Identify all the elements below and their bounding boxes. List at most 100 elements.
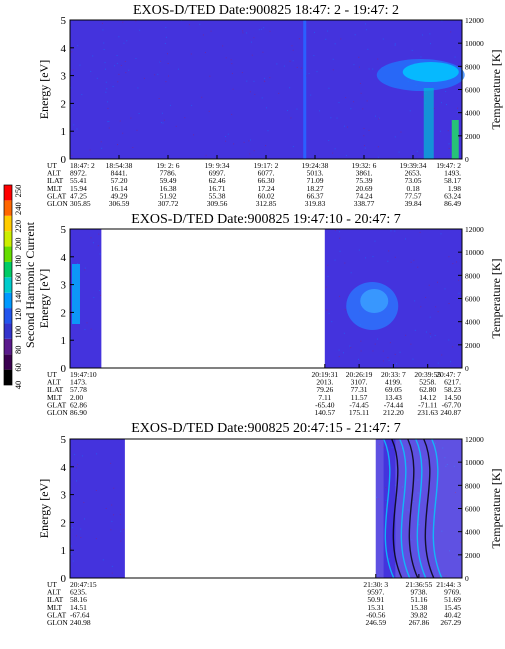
- ephemeris-value: 11.57: [351, 393, 368, 402]
- noise-speck: [111, 520, 113, 522]
- noise-speck: [209, 75, 211, 77]
- y-tick-label: 3: [61, 71, 67, 83]
- ephemeris-value: 5013.: [307, 169, 324, 178]
- noise-speck: [132, 146, 134, 148]
- ephemeris-row-label: ALT: [47, 378, 61, 387]
- noise-speck: [205, 154, 207, 156]
- noise-speck: [409, 110, 411, 112]
- ephemeris-value: 1493.: [444, 169, 461, 178]
- ephemeris-value: 58.16: [70, 595, 87, 604]
- noise-speck: [345, 155, 347, 157]
- noise-speck: [378, 443, 380, 445]
- y-tick-label-right: 6000: [465, 295, 480, 304]
- noise-speck: [414, 300, 416, 302]
- noise-speck: [290, 117, 292, 119]
- colorbar-segment: [4, 231, 12, 247]
- noise-speck: [169, 104, 171, 106]
- noise-speck: [437, 362, 439, 364]
- ephemeris-value: 267.29: [440, 618, 461, 627]
- ephemeris-value: 47.25: [70, 191, 87, 200]
- colorbar-tick-label: 120: [13, 308, 23, 321]
- noise-speck: [210, 30, 212, 32]
- ephemeris-value: 20:47: 7: [436, 370, 461, 379]
- ephemeris-value: 17.24: [258, 184, 275, 193]
- ephemeris-value: 39.84: [405, 199, 422, 208]
- noise-speck: [310, 94, 312, 96]
- noise-speck: [447, 130, 449, 132]
- ephemeris-value: 3861.: [356, 169, 373, 178]
- enhancement-core: [402, 62, 459, 82]
- noise-speck: [354, 34, 356, 36]
- noise-speck: [382, 360, 384, 362]
- ephemeris-value: 75.39: [356, 176, 373, 185]
- noise-speck: [161, 112, 163, 114]
- noise-speck: [366, 100, 368, 102]
- noise-speck: [375, 496, 377, 498]
- ephemeris-row-label: ALT: [47, 588, 61, 597]
- noise-speck: [233, 143, 235, 145]
- noise-speck: [166, 53, 168, 55]
- colorbar: 40 60 80 100 120 140 160 180 200 220 240 250 Second …: [3, 185, 37, 389]
- noise-speck: [421, 34, 423, 36]
- noise-speck: [349, 345, 351, 347]
- noise-speck: [118, 73, 120, 75]
- ephemeris-value: 175.11: [349, 408, 370, 417]
- ephemeris-value: 18.27: [307, 184, 324, 193]
- noise-speck: [157, 73, 159, 75]
- y-axis-label: Energy [eV]: [37, 479, 51, 538]
- colorbar-segment: [4, 292, 12, 309]
- noise-speck: [158, 98, 160, 100]
- noise-speck: [378, 118, 380, 120]
- noise-speck: [253, 37, 255, 39]
- noise-speck: [292, 146, 294, 148]
- noise-speck: [399, 568, 401, 570]
- noise-speck: [70, 87, 72, 89]
- noise-speck: [450, 361, 452, 363]
- noise-speck: [440, 233, 442, 235]
- noise-speck: [326, 309, 328, 311]
- noise-speck: [358, 249, 360, 251]
- ephemeris-value: 212.20: [383, 408, 404, 417]
- noise-speck: [160, 60, 162, 62]
- colorbar-segment: [4, 338, 12, 355]
- noise-speck: [420, 56, 422, 58]
- noise-speck: [385, 486, 387, 488]
- noise-speck: [291, 45, 293, 47]
- noise-speck: [372, 256, 374, 258]
- noise-speck: [406, 461, 408, 463]
- noise-speck: [433, 107, 435, 109]
- noise-speck: [458, 137, 460, 139]
- noise-speck: [442, 447, 444, 449]
- noise-speck: [243, 141, 245, 143]
- noise-speck: [107, 101, 109, 103]
- noise-speck: [334, 148, 336, 150]
- noise-speck: [292, 60, 294, 62]
- noise-speck: [429, 43, 431, 45]
- noise-speck: [417, 492, 419, 494]
- colorbar-tick-label: 180: [13, 255, 23, 268]
- colorbar-tick-label: 250: [13, 185, 23, 198]
- noise-speck: [90, 328, 92, 330]
- ephemeris-value: 15.31: [367, 603, 384, 612]
- colorbar-segment: [4, 246, 12, 262]
- noise-speck: [139, 29, 141, 31]
- noise-speck: [165, 36, 167, 38]
- noise-speck: [385, 506, 387, 508]
- noise-speck: [344, 125, 346, 127]
- ephemeris-value: 18:47: 2: [70, 161, 95, 170]
- noise-speck: [358, 66, 360, 68]
- noise-speck: [162, 122, 164, 124]
- noise-speck: [327, 275, 329, 277]
- noise-speck: [435, 306, 437, 308]
- ephemeris-row-label: ILAT: [47, 176, 64, 185]
- y-tick-label-right: 4000: [465, 318, 480, 327]
- noise-speck: [116, 54, 118, 56]
- panel-title: EXOS-D/TED Date:900825 18:47: 2 - 19:47:…: [133, 3, 399, 18]
- noise-speck: [377, 574, 379, 576]
- ephemeris-value: 20:19:31: [311, 370, 338, 379]
- ephemeris-value: 74.24: [356, 191, 373, 200]
- noise-speck: [83, 518, 85, 520]
- noise-speck: [108, 127, 110, 129]
- noise-speck: [400, 131, 402, 133]
- noise-speck: [390, 230, 392, 232]
